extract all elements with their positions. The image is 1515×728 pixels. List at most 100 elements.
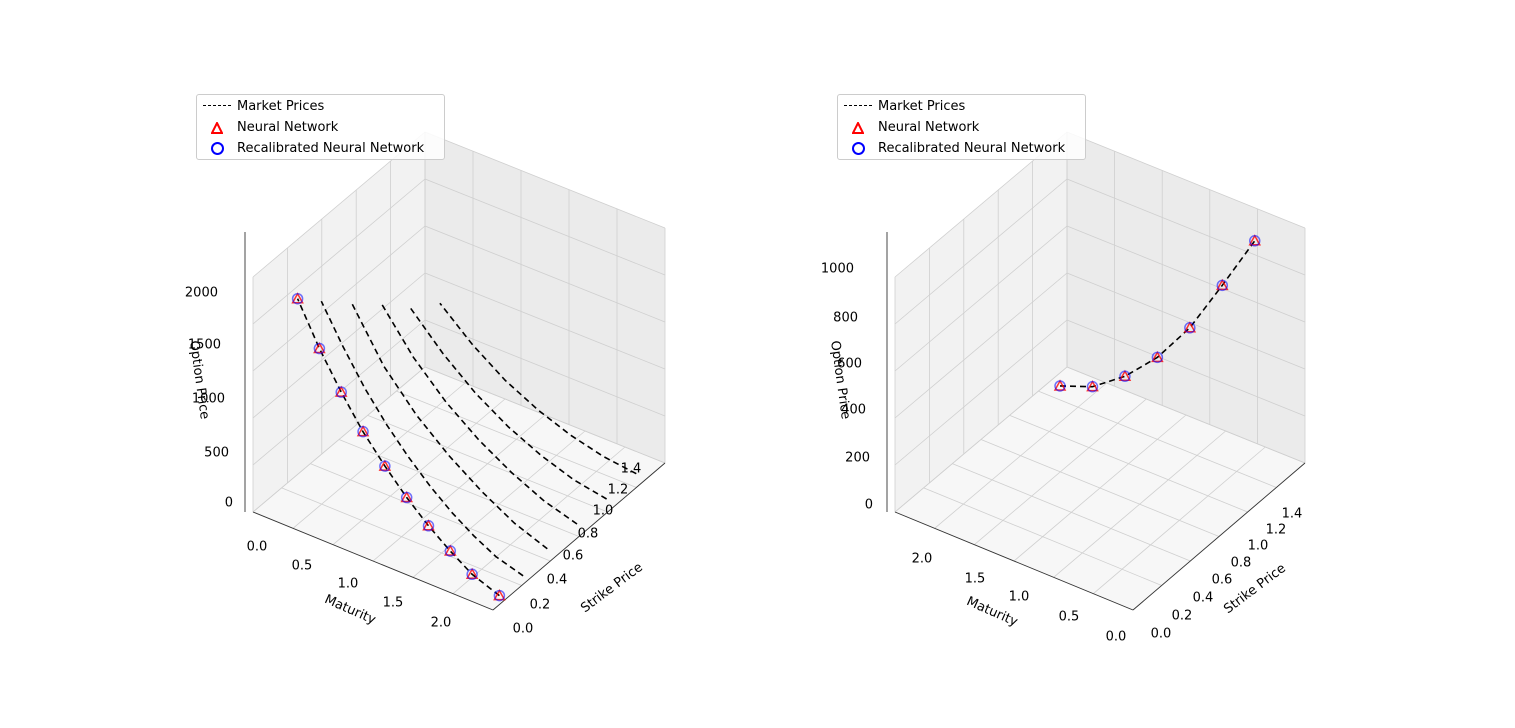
circle-icon bbox=[852, 142, 865, 155]
gridline bbox=[252, 178, 426, 325]
market-price-line bbox=[320, 300, 524, 577]
nn-point bbox=[1151, 350, 1164, 363]
tick-label-price: 600 bbox=[837, 357, 862, 372]
tick-label-price: 1500 bbox=[188, 338, 221, 353]
axis-line bbox=[894, 511, 1134, 611]
rnn-point bbox=[1054, 380, 1066, 392]
tick-label-maturity: 1.0 bbox=[338, 577, 359, 592]
gridline bbox=[1066, 225, 1306, 323]
nn-point bbox=[493, 589, 506, 601]
chart-panel-0 bbox=[244, 131, 666, 611]
tick-label-strike: 0.2 bbox=[1172, 609, 1193, 624]
nn-point bbox=[1248, 234, 1262, 246]
gridline bbox=[934, 382, 1107, 529]
market-price-line bbox=[379, 301, 578, 525]
gridline bbox=[252, 366, 426, 513]
legend-entry-market: Market Prices bbox=[838, 96, 965, 116]
rnn-point bbox=[466, 568, 478, 581]
nn-point bbox=[1216, 278, 1229, 291]
tick-label-maturity: 0.0 bbox=[1106, 630, 1127, 645]
nn-point bbox=[356, 425, 370, 437]
gridline bbox=[424, 366, 666, 464]
tick-label-strike: 1.4 bbox=[621, 462, 642, 477]
tick-label-strike: 0.2 bbox=[530, 598, 551, 613]
tick-label-price: 1000 bbox=[821, 262, 854, 277]
tick-label-price: 1000 bbox=[192, 392, 225, 407]
legend-right: Market Prices Neural Network Recalibrate… bbox=[837, 94, 1086, 160]
tick-label-price: 2000 bbox=[185, 286, 218, 301]
tick-label-maturity: 0.5 bbox=[292, 559, 313, 574]
tick-label-strike: 1.0 bbox=[593, 504, 614, 519]
nn-point bbox=[1118, 369, 1132, 382]
gridline bbox=[894, 178, 1068, 325]
tick-label-strike: 0.6 bbox=[1212, 573, 1233, 588]
gridline bbox=[1066, 272, 1306, 370]
nn-point bbox=[378, 459, 392, 471]
pane-side bbox=[425, 132, 665, 463]
rnn-point bbox=[291, 292, 304, 305]
tick-label-price: 400 bbox=[841, 403, 866, 418]
triangle-icon bbox=[211, 122, 223, 134]
rnn-point bbox=[335, 386, 347, 398]
axis-line bbox=[1132, 462, 1306, 611]
tick-label-strike: 0.8 bbox=[1231, 556, 1252, 571]
legend-entry-rnn: Recalibrated Neural Network bbox=[197, 138, 424, 158]
dashed-line-icon bbox=[203, 105, 231, 106]
tick-label-maturity: 0.5 bbox=[1059, 610, 1080, 625]
nn-point bbox=[400, 490, 413, 503]
tick-label-strike: 1.2 bbox=[608, 483, 629, 498]
pane-back bbox=[253, 132, 425, 512]
tick-label-price: 0 bbox=[865, 498, 873, 513]
tick-label-strike: 1.0 bbox=[1248, 539, 1269, 554]
tick-label-maturity: 1.0 bbox=[1009, 590, 1030, 605]
market-price-line bbox=[1059, 240, 1256, 388]
rnn-point bbox=[400, 491, 413, 504]
nn-point bbox=[313, 341, 326, 354]
nn-point bbox=[422, 519, 435, 531]
gridline bbox=[424, 131, 666, 229]
rnn-point bbox=[493, 589, 506, 602]
rnn-point bbox=[357, 425, 369, 438]
rnn-point bbox=[444, 545, 457, 557]
tick-label-maturity: 2.0 bbox=[912, 552, 933, 567]
rnn-point bbox=[422, 520, 435, 532]
tick-label-price: 200 bbox=[845, 451, 870, 466]
tick-label-strike: 0.8 bbox=[578, 527, 599, 542]
nn-point bbox=[1053, 379, 1067, 391]
tick-label-strike: 1.2 bbox=[1266, 523, 1287, 538]
tick-label-price: 0 bbox=[225, 496, 233, 511]
axis-line bbox=[252, 511, 494, 611]
gridline bbox=[1066, 131, 1306, 229]
tick-label-maturity: 1.5 bbox=[383, 596, 404, 611]
gridline bbox=[424, 178, 666, 276]
nn-point bbox=[444, 544, 457, 556]
legend-entry-rnn: Recalibrated Neural Network bbox=[838, 138, 1065, 158]
gridline bbox=[424, 225, 666, 323]
tick-label-maturity: 0.0 bbox=[247, 540, 268, 555]
legend-entry-nn: Neural Network bbox=[838, 117, 979, 137]
dashed-line-icon bbox=[844, 105, 872, 106]
tick-label-strike: 0.4 bbox=[547, 573, 568, 588]
triangle-icon bbox=[852, 122, 864, 134]
gridline bbox=[894, 366, 1068, 513]
pane-back bbox=[895, 132, 1067, 512]
rnn-point bbox=[313, 342, 326, 355]
legend-entry-market: Market Prices bbox=[197, 96, 324, 116]
chart-panel-1 bbox=[886, 131, 1306, 611]
gridline bbox=[252, 225, 426, 372]
legend-left: Market Prices Neural Network Recalibrate… bbox=[196, 94, 445, 160]
gridline bbox=[1066, 319, 1306, 417]
nn-point bbox=[1086, 380, 1099, 392]
gridline bbox=[1066, 178, 1306, 276]
nn-point bbox=[291, 292, 304, 304]
nn-point bbox=[465, 567, 479, 580]
nn-point bbox=[334, 385, 348, 397]
rnn-point bbox=[379, 460, 391, 472]
tick-label-strike: 0.6 bbox=[563, 549, 584, 564]
axis-label-maturity: Maturity bbox=[322, 592, 378, 628]
axis-label-strike: Strike Price bbox=[578, 560, 646, 616]
tick-label-price: 800 bbox=[833, 311, 858, 326]
tick-label-strike: 0.0 bbox=[513, 622, 534, 637]
gridline bbox=[1066, 366, 1306, 464]
